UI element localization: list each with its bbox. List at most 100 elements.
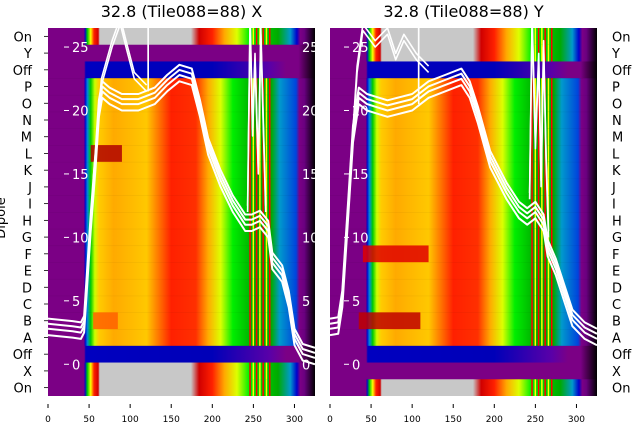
overlay-ytick-label: 20 xyxy=(72,104,89,119)
row-label-right: L xyxy=(612,147,620,162)
heatmap-stripe xyxy=(268,262,271,280)
heatmap-stripe xyxy=(531,312,533,330)
heatmap-stripe xyxy=(550,161,553,180)
x-tick-label: 300 xyxy=(568,415,585,425)
row-label: K xyxy=(23,164,32,179)
row-label: On xyxy=(14,30,32,45)
overlay-ytick-label-right: 20 xyxy=(302,104,319,119)
heatmap-stripe xyxy=(550,178,553,196)
heatmap-stripe xyxy=(255,329,258,347)
heatmap-stripe xyxy=(550,295,553,313)
heatmap-stripe xyxy=(255,295,258,313)
row-label: Off xyxy=(13,348,33,363)
heatmap-stripe xyxy=(550,128,553,146)
heatmap-row xyxy=(48,195,315,213)
row-label: C xyxy=(23,298,32,313)
heatmap-hotspot xyxy=(93,312,118,330)
heatmap-stripe xyxy=(262,28,264,46)
row-separator xyxy=(330,178,597,180)
heatmap-stripe xyxy=(252,312,255,330)
heatmap-stripe xyxy=(268,145,271,163)
heatmap-stripe xyxy=(259,245,261,263)
row-separator xyxy=(330,111,597,113)
heatmap-stripe xyxy=(531,94,533,113)
heatmap-row xyxy=(330,262,597,280)
heatmap-stripe xyxy=(531,329,533,347)
heatmap-stripe xyxy=(249,145,251,163)
heatmap-stripe xyxy=(249,94,251,113)
heatmap-row xyxy=(330,145,597,163)
heatmap-stripe xyxy=(265,161,268,180)
heatmap-stripe xyxy=(550,145,553,163)
heatmap-stripe xyxy=(541,178,543,196)
row-label: J xyxy=(27,181,32,196)
heatmap-stripe xyxy=(544,161,546,180)
heatmap-stripe xyxy=(547,379,550,396)
row-separator xyxy=(48,245,315,247)
heatmap-stripe xyxy=(249,329,251,347)
heatmap-stripe xyxy=(268,128,271,146)
row-separator xyxy=(48,128,315,129)
heatmap-stripe xyxy=(268,28,271,46)
heatmap-stripe xyxy=(255,312,258,330)
overlay-ytick-label: 0 xyxy=(72,358,80,373)
heatmap-row xyxy=(48,212,315,230)
heatmap-stripe xyxy=(252,245,255,263)
heatmap-stripe xyxy=(252,195,255,213)
heatmap-stripe xyxy=(259,228,261,246)
y-axis-label: Dipole xyxy=(0,197,9,238)
heatmap-stripe xyxy=(262,362,264,380)
overlay-ytick-label-right: 5 xyxy=(302,295,310,310)
x-tick-label: 150 xyxy=(445,415,462,425)
row-separator xyxy=(48,295,315,297)
row-label: L xyxy=(25,147,33,162)
heatmap-stripe xyxy=(534,94,537,113)
heatmap-stripe xyxy=(262,228,264,246)
heatmap-stripe xyxy=(255,262,258,280)
heatmap-row xyxy=(330,128,597,146)
heatmap-stripe xyxy=(255,28,258,46)
heatmap-stripe xyxy=(544,28,546,46)
heatmap-stripe xyxy=(262,262,264,280)
row-label-right: M xyxy=(612,131,623,146)
heatmap-stripe xyxy=(262,195,264,213)
row-separator xyxy=(330,128,597,129)
heatmap-stripe xyxy=(541,78,543,96)
heatmap-stripe xyxy=(255,379,258,396)
x-tick-label: 200 xyxy=(486,415,503,425)
row-label-right: B xyxy=(612,315,621,330)
overlay-ytick-label-right: 0 xyxy=(302,358,310,373)
heatmap-stripe xyxy=(531,262,533,280)
heatmap-stripe xyxy=(265,379,268,396)
overlay-ytick-label: 15 xyxy=(72,168,89,183)
heatmap-stripe xyxy=(537,28,540,46)
heatmap-stripe xyxy=(531,245,533,263)
series-line-spike-trace xyxy=(92,28,148,181)
heatmap-stripe xyxy=(550,228,553,246)
heatmap-stripe xyxy=(531,111,533,129)
heatmap-stripe xyxy=(252,145,255,163)
overlay-ytick-label: 10 xyxy=(72,231,89,246)
heatmap-stripe xyxy=(265,28,268,46)
heatmap-stripe xyxy=(541,312,543,330)
row-separator xyxy=(48,212,315,213)
heatmap-stripe xyxy=(259,178,261,196)
panel-title: 32.8 (Tile088=88) Y xyxy=(383,2,544,21)
row-label-right: Off xyxy=(612,64,632,79)
row-separator xyxy=(330,262,597,263)
row-label-right: N xyxy=(612,114,622,129)
heatmap-stripe xyxy=(547,161,550,180)
heatmap-stripe xyxy=(252,212,255,230)
heatmap-stripe xyxy=(249,161,251,180)
heatmap-stripe xyxy=(544,44,546,62)
row-label: On xyxy=(14,382,32,397)
heatmap-stripe xyxy=(534,44,537,62)
heatmap-stripe xyxy=(268,329,271,347)
x-tick-label: 250 xyxy=(527,415,544,425)
heatmap-stripe xyxy=(268,178,271,196)
heatmap-stripe xyxy=(547,78,550,96)
heatmap-stripe xyxy=(537,278,540,297)
heatmap-row xyxy=(48,379,315,396)
heatmap-stripe xyxy=(531,128,533,146)
heatmap-hotspot xyxy=(90,145,122,162)
